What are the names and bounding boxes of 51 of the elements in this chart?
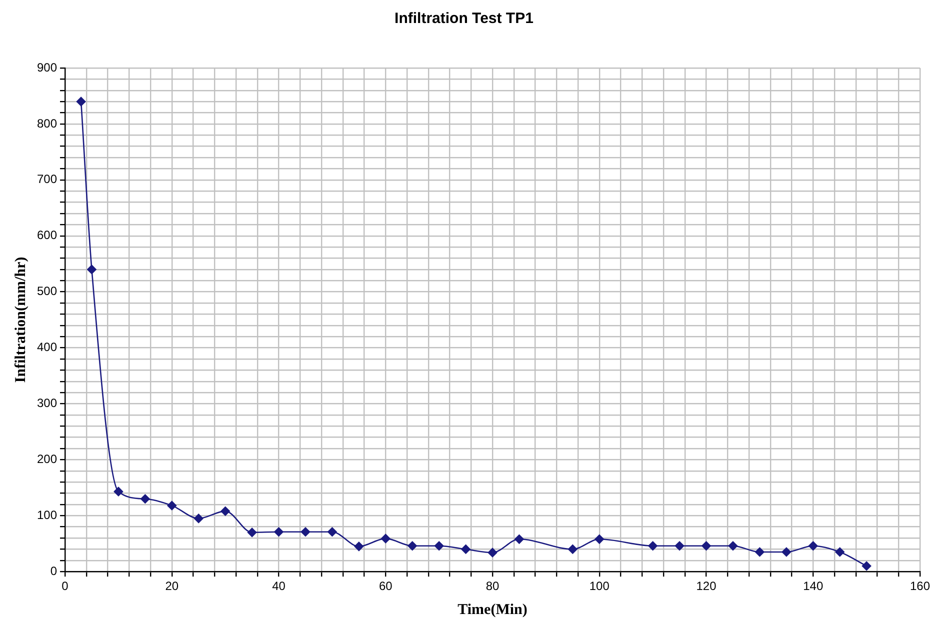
point [87, 264, 96, 274]
point [194, 514, 204, 524]
x-tick-label: 20 [165, 579, 179, 594]
point [461, 544, 470, 554]
y-tick-label: 400 [36, 340, 58, 354]
point [782, 547, 792, 557]
point [76, 96, 86, 106]
y-tick-label: 700 [36, 172, 58, 186]
point [140, 494, 150, 504]
point [274, 527, 284, 537]
point [808, 541, 818, 551]
x-tick-label: 0 [62, 579, 69, 594]
point [594, 534, 604, 544]
point [247, 528, 257, 538]
point [408, 541, 418, 551]
point [728, 541, 738, 551]
point [167, 500, 177, 510]
y-tick-label: 200 [36, 452, 58, 466]
point [380, 534, 390, 544]
point [702, 541, 711, 551]
point [835, 547, 844, 557]
point [220, 506, 230, 516]
y-tick-label: 900 [36, 60, 58, 74]
point [755, 547, 764, 557]
point [328, 527, 337, 537]
point [674, 541, 684, 551]
x-tick-label: 140 [803, 579, 824, 594]
x-tick-label: 120 [696, 579, 717, 594]
point [862, 561, 872, 571]
y-tick-label: 0 [50, 564, 58, 578]
x-tick-label: 80 [486, 579, 500, 594]
point [114, 486, 124, 496]
x-tick-label: 160 [910, 579, 930, 594]
point [488, 548, 498, 558]
point [434, 541, 444, 551]
x-axis-title: Time(Min) [458, 602, 528, 618]
y-tick-label: 500 [36, 284, 58, 298]
y-tick-label: 300 [36, 396, 58, 410]
x-tick-label: 40 [272, 579, 286, 594]
y-tick-label: 600 [36, 228, 58, 242]
point [648, 541, 658, 551]
x-tick-label: 100 [589, 579, 610, 594]
point [568, 544, 578, 554]
y-tick-label: 100 [36, 508, 58, 522]
chart-title: Infiltration Test TP1 [394, 10, 534, 28]
point [354, 542, 364, 552]
y-axis-title: Infiltration(mm/hr) [12, 256, 29, 383]
x-tick-label: 60 [378, 579, 393, 594]
point [300, 527, 310, 537]
point [514, 534, 524, 544]
y-tick-label: 800 [36, 116, 58, 130]
